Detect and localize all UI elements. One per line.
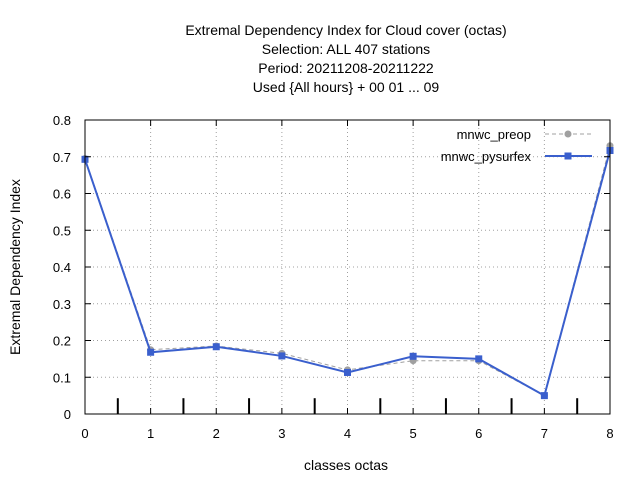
series-line-mnwc_pysurfex: [84, 150, 611, 398]
threshold-markers: [116, 398, 579, 414]
title-line-1: Extremal Dependency Index for Cloud cove…: [185, 22, 506, 38]
x-tick-label: 8: [606, 426, 613, 441]
x-tick-label: 4: [344, 426, 351, 441]
legend: mnwc_preop mnwc_pysurfex: [441, 127, 592, 164]
axis-ticks: 0 1 2 3 4 5 6 7 8 0 0.1 0.2 0.3 0.4 0.5 0.6 0.7 0.8: [53, 113, 614, 441]
data-point: [540, 392, 548, 400]
y-tick-label: 0.1: [53, 370, 71, 385]
x-tick-label: 0: [81, 426, 88, 441]
series-layer: [81, 142, 614, 400]
grid: [85, 120, 610, 414]
legend-marker: [564, 152, 572, 160]
legend-label: mnwc_pysurfex: [441, 149, 532, 164]
title-line-3: Period: 20211208-20211222: [258, 60, 434, 76]
y-tick-label: 0.8: [53, 113, 71, 128]
title-line-2: Selection: ALL 407 stations: [262, 41, 430, 57]
data-point: [344, 368, 351, 376]
legend-marker: [564, 130, 572, 138]
data-point: [475, 355, 483, 363]
x-tick-label: 5: [410, 426, 417, 441]
x-tick-label: 2: [213, 426, 220, 441]
data-point: [147, 348, 155, 356]
x-tick-label: 6: [475, 426, 482, 441]
data-point: [409, 352, 417, 360]
x-tick-label: 1: [147, 426, 154, 441]
data-point: [278, 352, 286, 360]
y-axis-label: Extremal Dependency Index: [7, 179, 23, 355]
y-tick-label: 0.7: [53, 150, 71, 165]
y-tick-label: 0.4: [53, 260, 71, 275]
y-tick-label: 0: [64, 407, 71, 422]
x-tick-label: 3: [278, 426, 285, 441]
title-line-4: Used {All hours} + 00 01 ... 09: [253, 79, 440, 95]
legend-label: mnwc_preop: [457, 127, 531, 142]
x-tick-label: 7: [541, 426, 548, 441]
series-line-mnwc_preop: [84, 145, 611, 397]
data-point: [212, 343, 220, 351]
y-tick-label: 0.5: [53, 223, 71, 238]
y-tick-label: 0.6: [53, 187, 71, 202]
y-tick-label: 0.2: [53, 334, 71, 349]
x-axis-label: classes octas: [304, 457, 388, 473]
chart-title: Extremal Dependency Index for Cloud cove…: [185, 22, 506, 95]
y-tick-label: 0.3: [53, 297, 71, 312]
